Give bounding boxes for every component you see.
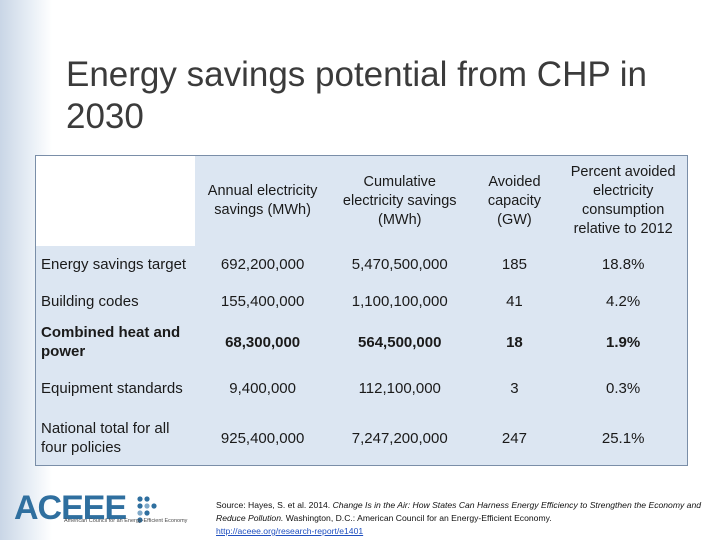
table-row: Energy savings target 692,200,000 5,470,… (36, 246, 687, 284)
cell-cumulative: 112,100,000 (358, 379, 441, 397)
cell-cumulative: 7,247,200,000 (351, 429, 448, 447)
logo-wordmark: ACEEE (14, 489, 127, 527)
row-label: Equipment standards (41, 379, 183, 397)
row-label: National total for all four policies (41, 420, 170, 457)
cell-capacity: 185 (501, 256, 527, 274)
header-percent-avoided: Percent avoided electricity consumption … (570, 164, 676, 237)
source-prefix: Source: Hayes, S. et al. 2014. (216, 500, 333, 510)
header-avoided-capacity: Avoided capacity (GW) (487, 173, 542, 228)
slide-title: Energy savings potential from CHP in 203… (66, 55, 648, 136)
header-cumulative-savings: Cumulative electricity savings (MWh) (342, 173, 457, 228)
data-table-container: Annual electricity savings (MWh) Cumulat… (35, 155, 688, 466)
cell-cumulative: 5,470,500,000 (351, 256, 448, 274)
aceee-logo: ACEEE American Council for an Energy-Eff… (12, 489, 202, 533)
energy-savings-table: Annual electricity savings (MWh) Cumulat… (36, 156, 687, 465)
table-row: Equipment standards 9,400,000 112,100,00… (36, 365, 687, 411)
source-report-title: Change Is in the Air: How States Can Har… (216, 500, 702, 523)
cell-annual: 692,200,000 (220, 256, 305, 274)
cell-cumulative: 1,100,100,000 (351, 293, 448, 311)
source-citation: Source: Hayes, S. et al. 2014. Change Is… (216, 499, 716, 538)
header-annual-savings: Annual electricity savings (MWh) (207, 183, 318, 218)
table-row: Building codes 155,400,000 1,100,100,000… (36, 284, 687, 320)
cell-annual: 68,300,000 (225, 333, 301, 351)
source-publisher: Washington, D.C.: American Council for a… (283, 513, 552, 523)
header-corner-cell (36, 156, 196, 246)
table-row-highlighted: Combined heat and power 68,300,000 564,5… (36, 319, 687, 365)
table-row-total: National total for all four policies 925… (36, 412, 687, 465)
row-label: Building codes (41, 293, 139, 311)
cell-capacity: 18 (506, 333, 523, 351)
cell-percent: 18.8% (601, 256, 645, 274)
cell-capacity: 41 (506, 293, 523, 311)
logo-dots-icon (137, 496, 157, 523)
cell-annual: 925,400,000 (220, 429, 305, 447)
table-header-row: Annual electricity savings (MWh) Cumulat… (36, 156, 687, 246)
cell-percent: 1.9% (606, 333, 641, 351)
cell-percent: 4.2% (606, 293, 641, 311)
row-label: Combined heat and power (41, 324, 181, 361)
row-label: Energy savings target (41, 256, 187, 274)
cell-capacity: 3 (510, 379, 519, 397)
cell-annual: 155,400,000 (220, 293, 305, 311)
cell-cumulative: 564,500,000 (358, 333, 442, 351)
cell-percent: 0.3% (606, 379, 641, 397)
source-link[interactable]: http://aceee.org/research-report/e1401 (216, 526, 364, 536)
cell-percent: 25.1% (601, 429, 645, 447)
logo-tagline: American Council for an Energy-Efficient… (64, 518, 188, 524)
cell-capacity: 247 (501, 429, 527, 447)
cell-annual: 9,400,000 (229, 379, 296, 397)
